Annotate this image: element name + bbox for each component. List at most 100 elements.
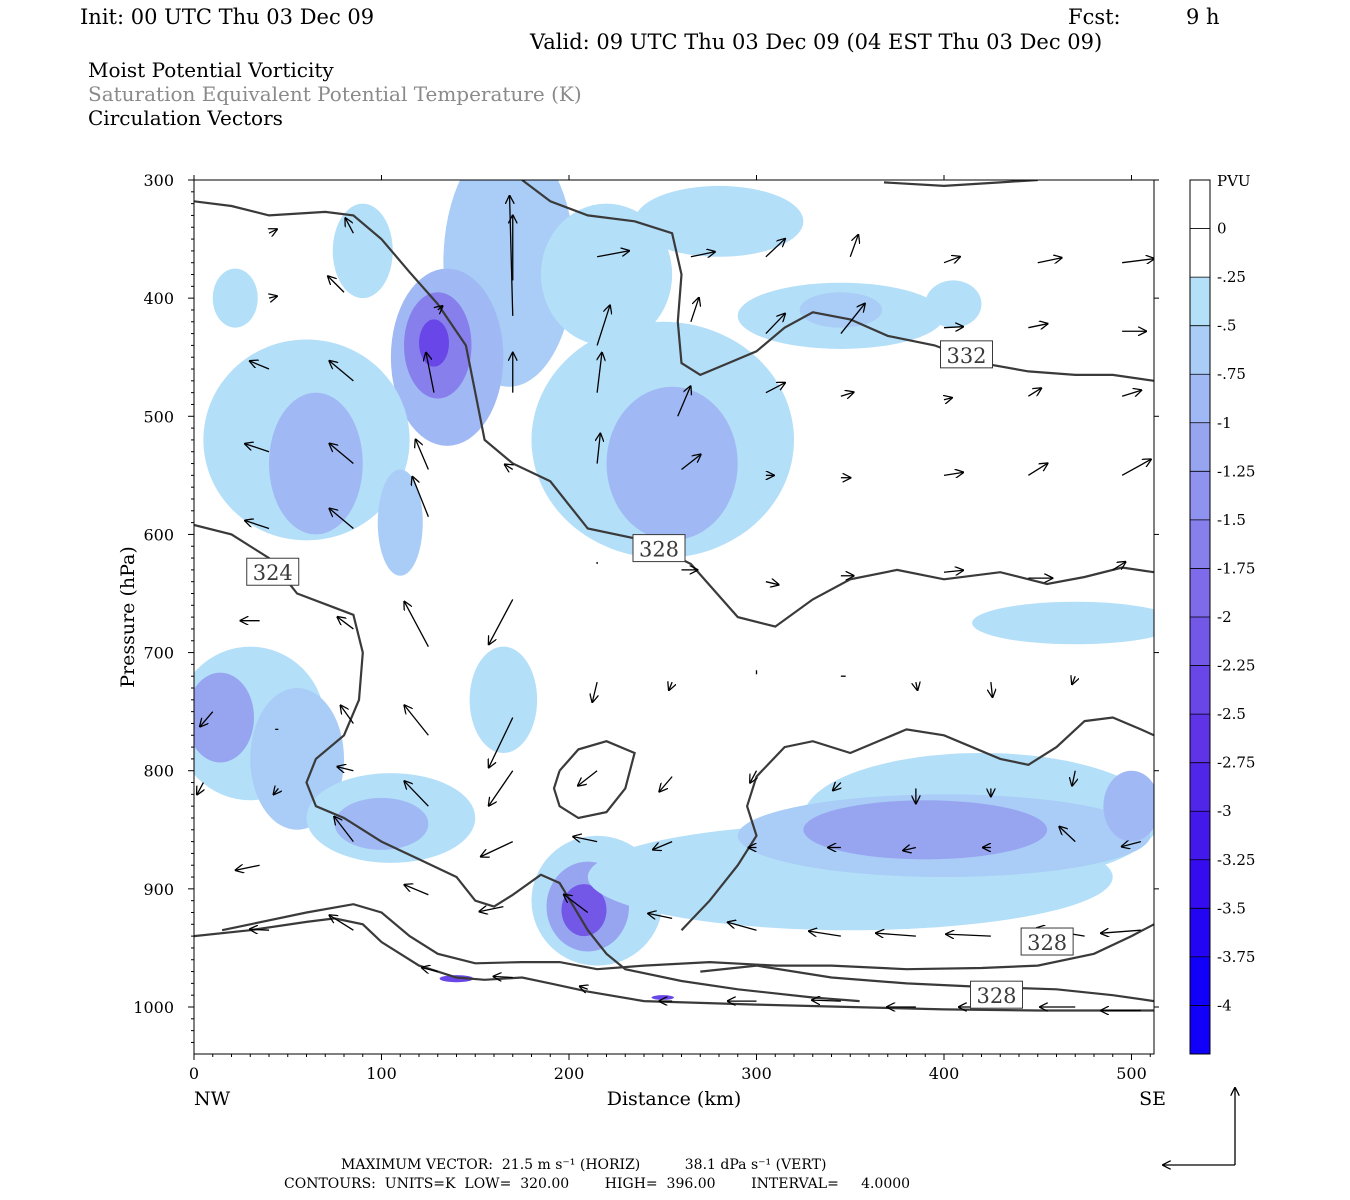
colorbar-segment <box>1190 471 1210 521</box>
contour-line-336 <box>883 180 1038 188</box>
vector-arrow-57 <box>489 717 514 768</box>
colorbar-segment <box>1190 762 1210 812</box>
mpv-region-30 <box>1103 770 1154 842</box>
colorbar-label: -3.5 <box>1217 899 1246 917</box>
colorbar-label: -3.75 <box>1217 948 1255 966</box>
vector-arrow-16 <box>677 386 691 417</box>
contour-label-text: 328 <box>976 984 1016 1008</box>
vector-arrow-49 <box>765 582 779 585</box>
vector-arrow-59 <box>669 682 672 690</box>
reference-vector-icon <box>1163 1088 1235 1165</box>
colorbar: 0 -.25 -.5 -.75 -1 -1.25 -1.5 -1.75 -2 -2.25 -2.5 -… <box>1189 179 1255 1055</box>
colorbar-label: -2.75 <box>1217 754 1255 772</box>
vector-arrow-79 <box>337 767 354 771</box>
mpv-region-8 <box>377 469 423 576</box>
x-axis-left-label: NW <box>194 1088 231 1110</box>
vector-arrow-27 <box>765 383 785 394</box>
mpv-region-32 <box>651 995 674 1000</box>
contour-line-324 <box>194 523 860 1003</box>
colorbar-segment <box>1190 568 1210 618</box>
vector-arrow-41 <box>1028 463 1047 476</box>
max-vector-info: MAXIMUM VECTOR: 21.5 m s⁻¹ (HORIZ) 38.1 … <box>341 1157 827 1173</box>
y-tick-label: 800 <box>143 762 174 781</box>
contour-label-text: 332 <box>946 344 986 368</box>
vector-arrow-9 <box>426 353 435 393</box>
contour-line-328b <box>680 716 1154 931</box>
x-axis-title: Distance (km) <box>607 1088 742 1110</box>
vector-arrow-93 <box>479 907 504 912</box>
vector-arrow-97 <box>809 931 841 936</box>
vector-arrow-90 <box>236 865 260 870</box>
vector-arrow-14 <box>690 252 715 257</box>
x-tick-label: 400 <box>929 1064 960 1083</box>
field-title-vectors: Circulation Vectors <box>88 106 283 130</box>
contour-label-text: 328 <box>1027 931 1067 955</box>
colorbar-segment <box>1190 859 1210 909</box>
colorbar-segment <box>1190 180 1210 230</box>
mpv-shading <box>194 180 1154 1000</box>
vector-arrow-51 <box>943 570 963 572</box>
vector-arrow-34 <box>416 439 429 470</box>
vector-arrow-99 <box>946 934 991 936</box>
colorbar-segment <box>1190 374 1210 424</box>
y-tick-label: 600 <box>143 525 174 544</box>
mpv-region-1 <box>332 203 393 299</box>
contour-label-box <box>1020 927 1074 956</box>
vector-arrow-98 <box>876 933 916 936</box>
vector-arrow-37 <box>681 454 701 470</box>
colorbar-label: -2.5 <box>1217 705 1246 723</box>
vector-arrow-70 <box>578 770 598 786</box>
vector-arrow-68 <box>404 705 429 736</box>
forecast-hour: 9 h <box>1186 5 1220 29</box>
colorbar-segment <box>1190 956 1210 1006</box>
colorbar-segment <box>1190 1005 1210 1055</box>
vector-arrow-4 <box>438 306 443 310</box>
colorbar-segment <box>1190 277 1210 327</box>
vector-arrow-13 <box>597 353 602 393</box>
vector-arrow-62 <box>916 682 918 690</box>
colorbar-segment <box>1190 908 1210 958</box>
vector-arrow-72 <box>750 770 756 783</box>
colorbar-unit: PVU <box>1217 172 1251 190</box>
vector-arrow-88 <box>1059 827 1076 843</box>
vector-arrow-25 <box>1028 324 1047 328</box>
vector-arrow-53 <box>1112 562 1126 571</box>
vector-arrow-94 <box>564 894 589 914</box>
y-axis: 300 400 500 600 700 800 900 1000 <box>133 171 1159 1043</box>
colorbar-segment <box>1190 714 1210 764</box>
vector-arrow-73 <box>833 783 841 791</box>
vector-arrow-55 <box>337 617 354 630</box>
vector-arrow-20 <box>840 304 865 334</box>
vector-arrow-82 <box>573 837 598 842</box>
y-axis-title: Pressure (hPa) <box>117 546 139 688</box>
contour-line-328c <box>552 740 636 820</box>
vector-arrow-12 <box>596 305 610 346</box>
vector-arrow-65 <box>200 711 214 727</box>
vector-arrow-63 <box>991 682 993 697</box>
colorbar-segment <box>1190 519 1210 569</box>
vector-arrow-104 <box>422 968 438 972</box>
vector-arrow-29 <box>944 398 952 400</box>
colorbar-segment <box>1190 665 1210 715</box>
mpv-region-31 <box>439 975 474 983</box>
mpv-region-5 <box>419 319 449 367</box>
colorbar-label: -1.5 <box>1217 511 1246 529</box>
mpv-region-0 <box>212 268 258 328</box>
vector-arrow-18 <box>765 314 785 335</box>
vector-arrow-35 <box>505 464 513 469</box>
x-tick-label: 100 <box>366 1064 397 1083</box>
vector-arrow-76 <box>1072 770 1075 786</box>
vector-arrow-22 <box>1037 258 1062 263</box>
y-tick-label: 900 <box>143 880 174 899</box>
vector-arrow-32 <box>245 444 270 453</box>
vector-arrow-21 <box>943 257 960 263</box>
mpv-region-9 <box>540 203 673 346</box>
vector-arrow-86 <box>903 848 917 851</box>
vector-arrow-19 <box>849 235 858 258</box>
vector-arrow-95 <box>648 913 673 918</box>
vector-arrow-30 <box>1028 388 1041 397</box>
vector-arrow-3 <box>328 276 345 293</box>
vector-arrow-43 <box>245 521 270 530</box>
y-tick-label: 300 <box>143 171 174 190</box>
colorbar-segment <box>1190 325 1210 375</box>
